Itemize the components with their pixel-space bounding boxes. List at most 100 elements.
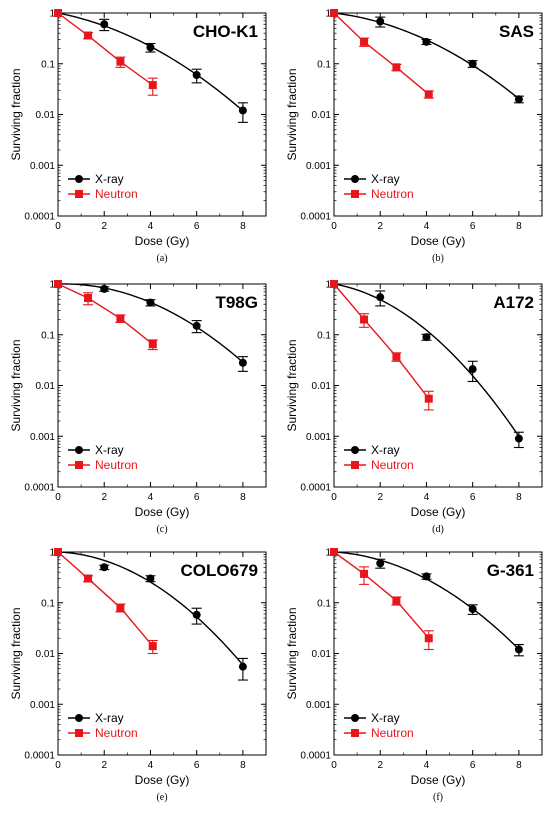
data-point-xray: [146, 43, 155, 52]
panel-title: G-361: [487, 561, 534, 580]
data-point-neutron: [392, 596, 401, 605]
legend-marker-neutron: [75, 461, 83, 469]
data-point-xray: [468, 605, 477, 614]
x-tick-label: 0: [331, 221, 337, 232]
data-point-xray: [514, 645, 523, 654]
y-tick-label: 0.001: [30, 161, 55, 172]
legend-marker-neutron: [75, 729, 83, 737]
y-tick-label: 0.0001: [24, 751, 55, 762]
data-point-xray: [238, 662, 247, 671]
y-tick-label: 0.1: [317, 598, 331, 609]
data-point-xray: [100, 284, 109, 293]
data-point-neutron: [330, 9, 338, 17]
series-line-xray: [333, 12, 520, 100]
x-tick-label: 8: [240, 492, 246, 503]
legend-label: X-ray: [371, 711, 400, 725]
y-tick-label: 1: [49, 548, 55, 559]
y-tick-label: 0.001: [306, 700, 331, 711]
y-tick-label: 0.001: [30, 432, 55, 443]
x-tick-label: 4: [148, 760, 154, 771]
panel-caption: (a): [156, 253, 167, 264]
y-tick-label: 0.01: [36, 381, 56, 392]
y-tick-label: 0.0001: [24, 483, 55, 494]
x-tick-label: 6: [470, 760, 476, 771]
panel-title: SAS: [499, 22, 534, 41]
panel-title: T98G: [215, 293, 258, 312]
x-tick-label: 6: [194, 760, 200, 771]
x-axis-label: Dose (Gy): [135, 773, 190, 787]
series-line-xray: [333, 283, 520, 437]
data-point-neutron: [54, 548, 62, 556]
data-point-xray: [192, 610, 201, 619]
x-tick-label: 4: [424, 492, 430, 503]
data-point-xray: [468, 59, 477, 68]
data-point-xray: [100, 563, 109, 572]
x-tick-label: 6: [194, 221, 200, 232]
data-point-xray: [468, 365, 477, 374]
panel-caption: (f): [433, 792, 443, 803]
legend-label: Neutron: [95, 458, 138, 472]
y-tick-label: 0.0001: [300, 483, 331, 494]
y-tick-label: 1: [325, 9, 331, 20]
x-tick-label: 2: [377, 492, 383, 503]
y-tick-label: 1: [49, 9, 55, 20]
y-tick-label: 0.001: [306, 161, 331, 172]
x-tick-label: 2: [377, 221, 383, 232]
data-point-neutron: [392, 352, 401, 361]
data-point-xray: [514, 95, 523, 104]
plot-frame: [333, 551, 543, 756]
series-line-neutron: [333, 551, 430, 639]
data-point-neutron: [330, 548, 338, 556]
panel-caption: (d): [432, 524, 444, 535]
x-tick-label: 0: [331, 760, 337, 771]
data-point-xray: [146, 574, 155, 583]
y-axis-label: Surviving fraction: [9, 68, 23, 160]
data-point-xray: [376, 17, 385, 26]
x-axis-label: Dose (Gy): [411, 773, 466, 787]
plot-frame: [57, 283, 267, 488]
series-line-neutron: [57, 12, 154, 86]
y-tick-label: 1: [325, 280, 331, 291]
data-point-xray: [192, 71, 201, 80]
data-point-neutron: [116, 314, 125, 323]
legend-marker-xray: [351, 446, 359, 454]
y-tick-label: 0.1: [41, 330, 55, 341]
x-tick-label: 2: [101, 492, 107, 503]
x-tick-label: 6: [194, 492, 200, 503]
legend-marker-neutron: [351, 461, 359, 469]
legend-label: X-ray: [371, 172, 400, 186]
x-tick-label: 2: [101, 760, 107, 771]
y-tick-label: 0.0001: [300, 751, 331, 762]
data-point-neutron: [116, 57, 125, 66]
data-point-neutron: [84, 293, 93, 302]
x-tick-label: 6: [470, 221, 476, 232]
panel-caption: (e): [156, 792, 167, 803]
y-tick-label: 0.01: [36, 649, 56, 660]
legend-label: X-ray: [95, 172, 124, 186]
legend-marker-neutron: [351, 190, 359, 198]
x-axis-label: Dose (Gy): [411, 234, 466, 248]
data-point-xray: [422, 37, 431, 46]
data-point-neutron: [330, 280, 338, 288]
data-point-xray: [238, 106, 247, 115]
legend-label: Neutron: [371, 726, 414, 740]
x-tick-label: 8: [516, 760, 522, 771]
data-point-neutron: [392, 63, 401, 72]
x-tick-label: 0: [331, 492, 337, 503]
data-point-neutron: [424, 634, 433, 643]
data-point-neutron: [424, 90, 433, 99]
legend-marker-xray: [75, 714, 83, 722]
x-tick-label: 4: [148, 492, 154, 503]
series-line-neutron: [333, 12, 430, 95]
y-axis-label: Surviving fraction: [285, 607, 299, 699]
y-tick-label: 0.1: [41, 598, 55, 609]
panel-title: A172: [493, 293, 534, 312]
y-tick-label: 0.01: [36, 110, 56, 121]
data-point-xray: [376, 559, 385, 568]
y-axis-label: Surviving fraction: [285, 339, 299, 431]
